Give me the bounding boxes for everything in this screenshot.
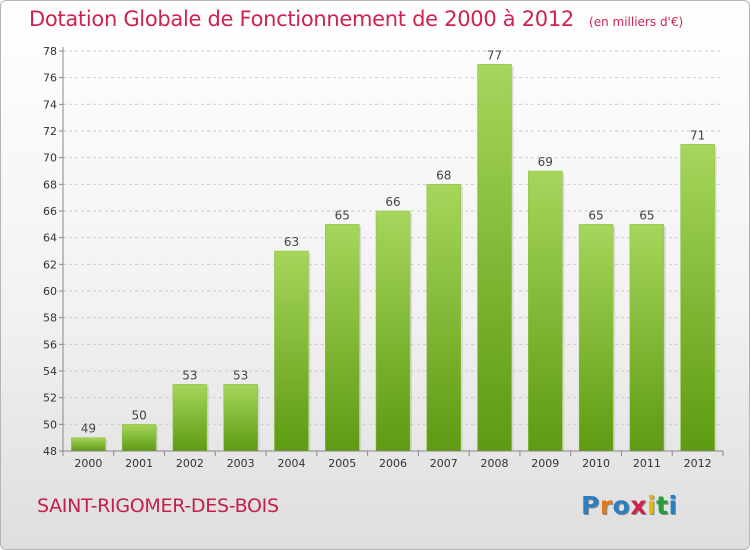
value-label-2001: 50 <box>132 408 147 422</box>
y-tick-label: 56 <box>43 338 57 351</box>
y-tick-label: 50 <box>43 418 57 431</box>
chart-title: Dotation Globale de Fonctionnement de 20… <box>29 7 574 31</box>
value-label-2010: 65 <box>588 208 603 222</box>
bar-2000 <box>71 437 106 452</box>
x-tick-label-2003: 2003 <box>227 457 255 470</box>
logo-letter: i <box>668 491 678 520</box>
y-tick-label: 54 <box>43 365 57 378</box>
bar-2008 <box>477 64 512 452</box>
y-axis-ticks: 48 50 52 54 56 58 60 62 64 66 68 70 72 74 76 78 <box>43 45 63 458</box>
y-tick-label: 66 <box>43 205 57 218</box>
y-tick-label: 72 <box>43 125 57 138</box>
value-label-2007: 68 <box>436 168 451 182</box>
unit-label: (en milliers d'€) <box>589 15 684 29</box>
logo-letter: x <box>630 491 647 520</box>
y-tick-label: 52 <box>43 392 57 405</box>
y-tick-label: 58 <box>43 312 57 325</box>
bar-2001 <box>121 424 157 452</box>
y-tick-label: 74 <box>43 98 57 111</box>
proxiti-logo: Proxiti <box>581 491 678 520</box>
bar-2012 <box>680 144 715 452</box>
y-tick-label: 70 <box>43 152 57 165</box>
logo-letter: i <box>647 491 657 520</box>
value-label-2008: 77 <box>487 48 502 62</box>
y-tick-label: 62 <box>43 258 57 271</box>
bar-2005 <box>324 224 360 452</box>
bar-2004 <box>274 250 309 452</box>
value-label-2009: 69 <box>538 155 553 169</box>
axes <box>62 47 723 452</box>
x-tick-label-2005: 2005 <box>328 457 356 470</box>
value-labels: 49 50 53 53 63 65 66 68 77 69 65 65 71 <box>81 48 706 435</box>
value-label-2005: 65 <box>335 208 350 222</box>
x-tick-label-2011: 2011 <box>633 457 661 470</box>
value-label-2002: 53 <box>182 368 197 382</box>
x-tick-label-2004: 2004 <box>277 457 305 470</box>
y-tick-label: 76 <box>43 72 57 85</box>
x-tick-label-2012: 2012 <box>684 457 712 470</box>
logo-letter: P <box>581 491 600 520</box>
bar-2010 <box>578 224 614 452</box>
y-tick-label: 48 <box>43 445 57 458</box>
x-tick-label-2008: 2008 <box>481 457 509 470</box>
bar-2011 <box>629 224 665 452</box>
bar-2007 <box>426 184 462 452</box>
y-tick-label: 64 <box>43 232 57 245</box>
x-tick-label-2000: 2000 <box>74 457 102 470</box>
logo-letter: o <box>612 491 631 520</box>
value-label-2012: 71 <box>690 128 705 142</box>
y-tick-label: 60 <box>43 285 57 298</box>
value-label-2011: 65 <box>639 208 654 222</box>
x-axis-ticks: 2000 2001 2002 2003 2004 2005 2006 2007 2008 2009… <box>62 451 724 470</box>
bars <box>71 64 717 452</box>
logo-letter: t <box>656 491 669 520</box>
value-label-2003: 53 <box>233 368 248 382</box>
x-tick-label-2002: 2002 <box>176 457 204 470</box>
bar-2006 <box>375 210 411 452</box>
bar-2003 <box>223 384 258 452</box>
bar-2002 <box>172 384 208 452</box>
value-label-2000: 49 <box>81 422 96 436</box>
x-tick-label-2010: 2010 <box>582 457 610 470</box>
logo-letter: r <box>599 491 613 520</box>
y-tick-label: 68 <box>43 178 57 191</box>
title-row: Dotation Globale de Fonctionnement de 20… <box>29 7 683 31</box>
value-label-2004: 63 <box>284 235 299 249</box>
y-tick-label: 78 <box>43 45 57 58</box>
x-tick-label-2001: 2001 <box>125 457 153 470</box>
x-tick-label-2007: 2007 <box>430 457 458 470</box>
commune-name: SAINT-RIGOMER-DES-BOIS <box>37 495 279 517</box>
x-tick-label-2009: 2009 <box>531 457 559 470</box>
value-label-2006: 66 <box>385 195 400 209</box>
bar-2009 <box>528 170 563 452</box>
x-tick-label-2006: 2006 <box>379 457 407 470</box>
